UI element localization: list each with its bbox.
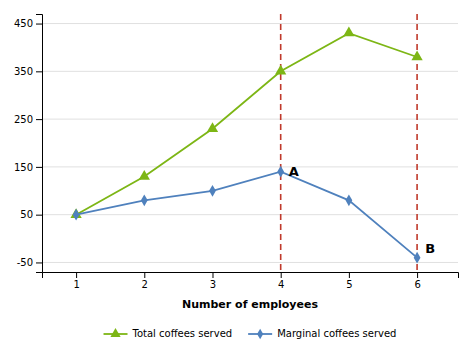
y-tick-mark [36,24,42,25]
y-tick-label: -50 [17,257,33,268]
point [139,170,150,180]
legend-label: Marginal coffees served [277,328,396,339]
y-tick: 450 [14,18,42,29]
x-tick-label: 2 [142,279,148,290]
y-tick: -50 [17,257,42,268]
x-tick-label: 4 [278,279,284,290]
x-axis-line [43,273,459,279]
legend-label: Total coffees served [132,328,233,339]
y-tick-mark [36,215,42,216]
annotation: B [425,241,435,256]
y-tick-mark [36,167,42,168]
y-tick-label: 150 [14,162,33,173]
y-tick-label: 250 [14,114,33,125]
x-tick: 5 [346,272,352,290]
y-tick-label: 450 [14,18,33,29]
x-tick-mark [417,272,418,278]
x-axis-title: Number of employees [182,298,318,311]
point [209,185,216,197]
point [73,209,80,221]
point [345,194,352,206]
x-axis: 1 2 3 4 5 6 [43,272,459,290]
legend-marker [257,329,263,340]
x-tick-label: 1 [73,279,79,290]
x-tick-label: 6 [414,279,420,290]
y-tick: 50 [20,209,42,220]
plot: 1 2 3 4 5 6 -50 50 150 250 350 450 A B Number of emplo… [14,14,459,339]
x-tick: 1 [73,272,79,290]
x-tick: 2 [142,272,148,290]
series-line [76,172,417,258]
point [207,122,218,132]
y-tick: 350 [14,66,42,77]
vertical-line [280,14,282,272]
point [343,27,354,37]
x-tick-label: 5 [346,279,352,290]
y-tick-label: 50 [20,209,33,220]
point [411,50,422,60]
point [275,65,286,75]
series-line [76,33,417,215]
grid [42,24,458,263]
legend-marker [110,328,120,337]
x-tick-mark [281,272,282,278]
annotation: A [289,164,299,179]
point [414,252,421,264]
y-axis: -50 50 150 250 350 450 [14,15,43,273]
chart: 1 2 3 4 5 6 -50 50 150 250 350 450 A B Number of emplo… [0,0,474,354]
x-tick: 3 [210,272,216,290]
legend-item: Marginal coffees served [248,328,396,339]
x-tick-label: 3 [210,279,216,290]
y-tick-mark [36,71,42,72]
legend: Total coffees served Marginal coffees ser… [104,328,397,339]
y-tick: 250 [14,114,42,125]
x-tick-mark [212,272,213,278]
x-tick-mark [349,272,350,278]
y-tick-mark [36,119,42,120]
legend-item: Total coffees served [104,328,233,339]
grid-line [42,214,458,215]
x-tick: 4 [278,272,284,290]
grid-line [42,166,458,167]
grid-line [42,262,458,263]
grid-line [42,71,458,72]
x-tick-mark [76,272,77,278]
data-area [70,14,422,272]
grid-line [42,23,458,24]
y-tick: 150 [14,162,42,173]
x-tick: 6 [414,272,420,290]
point [277,166,284,178]
y-axis-line [36,15,43,273]
grid-line [42,119,458,120]
y-tick-mark [36,262,42,263]
point [141,194,148,206]
x-tick-mark [144,272,145,278]
y-tick-label: 350 [14,66,33,77]
